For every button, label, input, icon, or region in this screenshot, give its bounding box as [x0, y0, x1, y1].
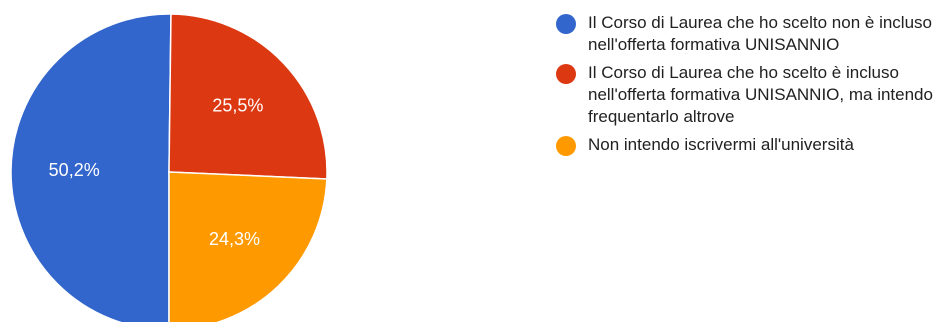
pie-slice-not-included[interactable] [10, 13, 172, 322]
legend-label: Il Corso di Laurea che ho scelto è inclu… [588, 63, 933, 126]
pie-slice-value-label: 50,2% [49, 160, 100, 180]
legend-swatch-icon [556, 64, 576, 84]
legend-swatch-icon [556, 14, 576, 34]
legend-item-no-university[interactable]: Non intendo iscrivermi all'università [556, 134, 947, 156]
legend-label: Non intendo iscrivermi all'università [588, 135, 854, 154]
legend-swatch-icon [556, 136, 576, 156]
pie-slice-value-label: 25,5% [212, 96, 263, 116]
legend-item-included-elsewhere[interactable]: Il Corso di Laurea che ho scelto è inclu… [556, 62, 947, 128]
legend-item-not-included[interactable]: Il Corso di Laurea che ho scelto non è i… [556, 12, 947, 56]
pie-slice-no-university[interactable] [168, 171, 328, 322]
legend: Il Corso di Laurea che ho scelto non è i… [556, 12, 947, 162]
pie-slice-value-label: 24,3% [209, 229, 260, 249]
pie-slice-included-elsewhere[interactable] [168, 13, 328, 180]
pie-chart: 50,2% 25,5% 24,3% [0, 0, 340, 322]
pie-chart-svg: 50,2% 25,5% 24,3% [10, 13, 328, 322]
legend-label: Il Corso di Laurea che ho scelto non è i… [588, 13, 932, 54]
